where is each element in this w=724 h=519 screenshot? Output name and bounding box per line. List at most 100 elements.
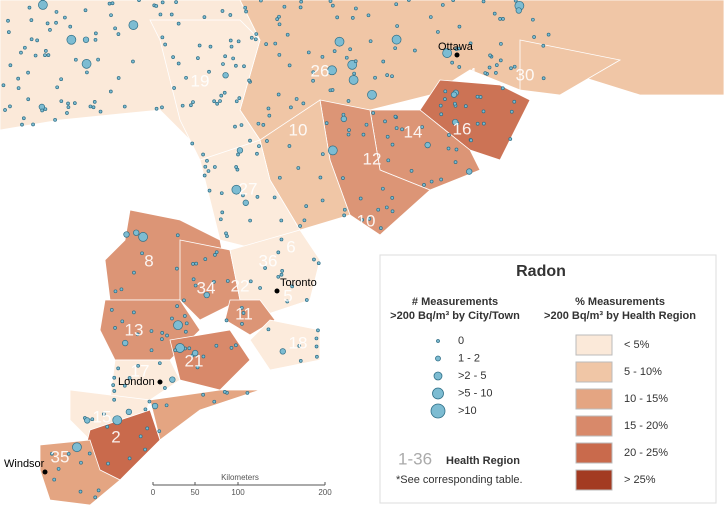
region — [109, 359, 181, 401]
measurement-dot — [197, 43, 202, 48]
measurement-dot — [367, 89, 377, 100]
measurement-dot — [128, 20, 139, 30]
legend-label: >10 — [458, 405, 477, 417]
measurement-dot — [169, 376, 176, 383]
measurement-dot — [8, 104, 12, 109]
measurement-dot — [451, 0, 456, 2]
measurement-dot — [512, 99, 517, 104]
measurement-dot — [16, 86, 21, 90]
measurement-dot — [234, 63, 238, 68]
measurement-dot — [224, 318, 229, 323]
region-number: 8 — [144, 251, 153, 270]
measurement-dot — [247, 78, 251, 83]
measurement-dot — [453, 160, 458, 164]
measurement-dot — [149, 348, 154, 353]
measurement-dot — [277, 14, 281, 19]
measurement-dot — [203, 291, 210, 299]
measurement-dot — [196, 56, 200, 60]
measurement-dot — [277, 175, 282, 180]
legend-label: 20 - 25% — [624, 447, 668, 459]
measurement-dot — [436, 30, 440, 34]
measurement-dot — [202, 173, 207, 178]
measurement-dot — [6, 18, 10, 23]
measurement-dot — [175, 233, 180, 238]
measurement-dot — [253, 37, 258, 42]
measurement-dot — [509, 109, 514, 114]
legend-symbol — [433, 371, 443, 381]
scale-label: 0 — [151, 488, 156, 497]
measurement-dot — [175, 266, 179, 271]
measurement-dot — [214, 343, 219, 348]
measurement-dot — [383, 119, 387, 124]
measurement-dot — [29, 37, 34, 42]
measurement-dot — [112, 397, 117, 402]
measurement-dot — [154, 106, 159, 111]
measurement-dot — [256, 121, 261, 126]
measurement-dot — [23, 45, 27, 50]
region-number: 2 — [111, 427, 120, 446]
legend-swatch — [575, 361, 613, 383]
measurement-dot — [19, 50, 23, 55]
measurement-dot — [127, 456, 132, 461]
measurement-dot — [463, 104, 468, 108]
measurement-dot — [346, 99, 351, 103]
measurement-dot — [314, 344, 319, 349]
region — [249, 319, 321, 371]
measurement-dots — [1, 0, 551, 500]
measurement-dot — [180, 103, 185, 108]
measurement-dot — [172, 86, 176, 90]
measurement-dot — [189, 103, 193, 108]
region-number: 34 — [197, 278, 216, 297]
measurement-dot — [171, 55, 175, 59]
measurement-dot — [140, 251, 144, 256]
measurement-dot — [348, 47, 353, 52]
measurement-dot — [350, 16, 355, 20]
measurement-dot — [531, 17, 535, 22]
measurement-dot — [229, 346, 234, 350]
measurement-dot — [231, 56, 235, 61]
city-label: Toronto — [280, 277, 317, 289]
measurement-dot — [102, 412, 106, 416]
measurement-dot — [494, 70, 498, 75]
legend-label: 1 - 2 — [458, 352, 480, 364]
measurement-dot — [132, 270, 136, 275]
legend-title: Radon — [516, 263, 566, 280]
measurement-dot — [218, 99, 222, 103]
measurement-dot — [219, 93, 224, 98]
measurement-dot — [26, 70, 30, 75]
measurement-dot — [298, 359, 303, 363]
measurement-dot — [193, 283, 198, 288]
measurement-dot — [285, 32, 290, 37]
region-number: 30 — [516, 65, 535, 84]
measurement-dot — [220, 210, 225, 215]
measurement-dot — [466, 168, 473, 175]
region — [169, 329, 251, 391]
measurement-dot — [202, 15, 207, 19]
measurement-dot — [332, 49, 337, 53]
measurement-dot — [406, 0, 411, 2]
measurement-dot — [443, 97, 447, 101]
city-label: London — [118, 376, 155, 388]
measurement-dot — [258, 286, 262, 290]
measurement-dot — [381, 186, 385, 191]
measurement-dot — [131, 59, 135, 64]
measurement-dot — [27, 5, 32, 10]
measurement-dot — [35, 38, 40, 43]
measurement-dot — [109, 308, 114, 312]
measurement-dot — [127, 376, 132, 380]
city-marker — [274, 288, 280, 294]
measurement-dot — [241, 311, 246, 315]
legend-swatch — [575, 469, 613, 491]
measurement-dot — [207, 69, 211, 74]
measurement-dot — [110, 1, 115, 6]
measurement-dot — [428, 15, 433, 19]
measurement-dot — [165, 333, 169, 338]
measurement-dot — [287, 63, 292, 68]
measurement-dot — [108, 89, 113, 94]
measurement-dot — [276, 250, 281, 255]
measurement-dot — [52, 477, 57, 482]
measurement-dot — [390, 209, 395, 214]
measurement-dot — [26, 97, 31, 102]
measurement-dot — [481, 109, 486, 114]
